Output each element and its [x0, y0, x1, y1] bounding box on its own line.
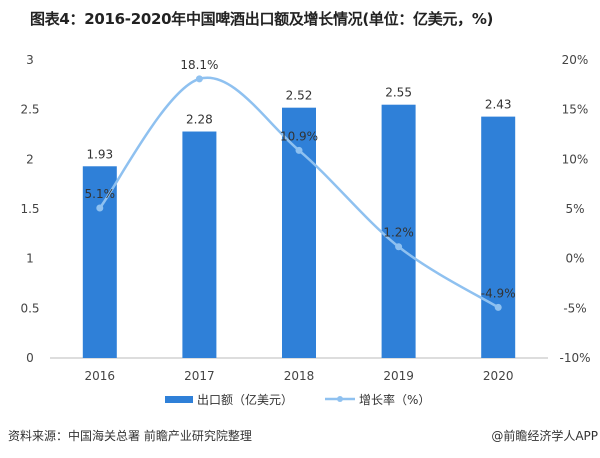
x-tick-label: 2018: [284, 369, 315, 383]
bar-data-label: 2.55: [385, 86, 412, 100]
line-point: [395, 243, 403, 251]
legend-line-label: 增长率（%）: [359, 392, 430, 407]
bar: [182, 131, 217, 358]
x-tick-label: 2016: [85, 369, 116, 383]
bar-data-label: 2.28: [186, 113, 213, 127]
y-left-tick-label: 2: [26, 152, 34, 166]
line-data-label: -4.9%: [481, 286, 516, 300]
chart-title: 图表4：2016-2020年中国啤酒出口额及增长情况(单位：亿美元，%): [30, 10, 494, 28]
line-point: [96, 204, 104, 212]
y-left-tick-label: 1: [26, 252, 34, 266]
bar: [82, 166, 117, 358]
x-tick-label: 2020: [483, 369, 514, 383]
y-left-tick-label: 0.5: [20, 301, 39, 315]
y-left-tick-label: 3: [26, 53, 34, 67]
line-point: [295, 146, 303, 154]
y-left-tick-label: 1.5: [20, 202, 39, 216]
y-right-tick-label: -5%: [563, 301, 586, 315]
y-right-tick-label: 10%: [562, 152, 589, 166]
line-data-label: 5.1%: [85, 187, 116, 201]
bar-data-label: 2.52: [286, 89, 313, 103]
chart-svg: 0 0.5 1 1.5 2 2.5 3 -10% -5% 0% 5% 10% 15% 20% 2016 201…: [20, 53, 590, 407]
bar: [481, 116, 516, 359]
x-tick-label: 2017: [184, 369, 215, 383]
bar-data-label: 1.93: [86, 147, 113, 161]
legend-line-marker: [337, 396, 343, 402]
x-tick-label: 2019: [383, 369, 414, 383]
source-note: 资料来源：中国海关总署 前瞻产业研究院整理: [8, 429, 252, 443]
line-data-label: 18.1%: [180, 58, 218, 72]
bar-data-label: 2.43: [485, 98, 512, 112]
line-point: [195, 75, 203, 83]
y-right-tick-label: 5%: [565, 202, 584, 216]
y-left-tick-label: 0: [26, 351, 34, 365]
line-point: [494, 303, 502, 311]
y-right-tick-label: 0%: [565, 252, 584, 266]
y-left-tick-label: 2.5: [20, 103, 39, 117]
legend-bar-label: 出口额（亿美元）: [197, 392, 293, 407]
y-right-tick-label: 15%: [562, 103, 589, 117]
growth-rate-line: [98, 76, 499, 309]
y-right-tick-label: -10%: [559, 351, 590, 365]
line-data-label: 10.9%: [280, 129, 318, 143]
y-right-tick-label: 20%: [562, 53, 589, 67]
line-data-label: 1.2%: [383, 226, 414, 240]
bar: [282, 107, 316, 359]
brand-watermark: @前瞻经济学人APP: [491, 429, 598, 443]
legend-bar-swatch: [165, 396, 193, 403]
bar: [381, 104, 416, 358]
